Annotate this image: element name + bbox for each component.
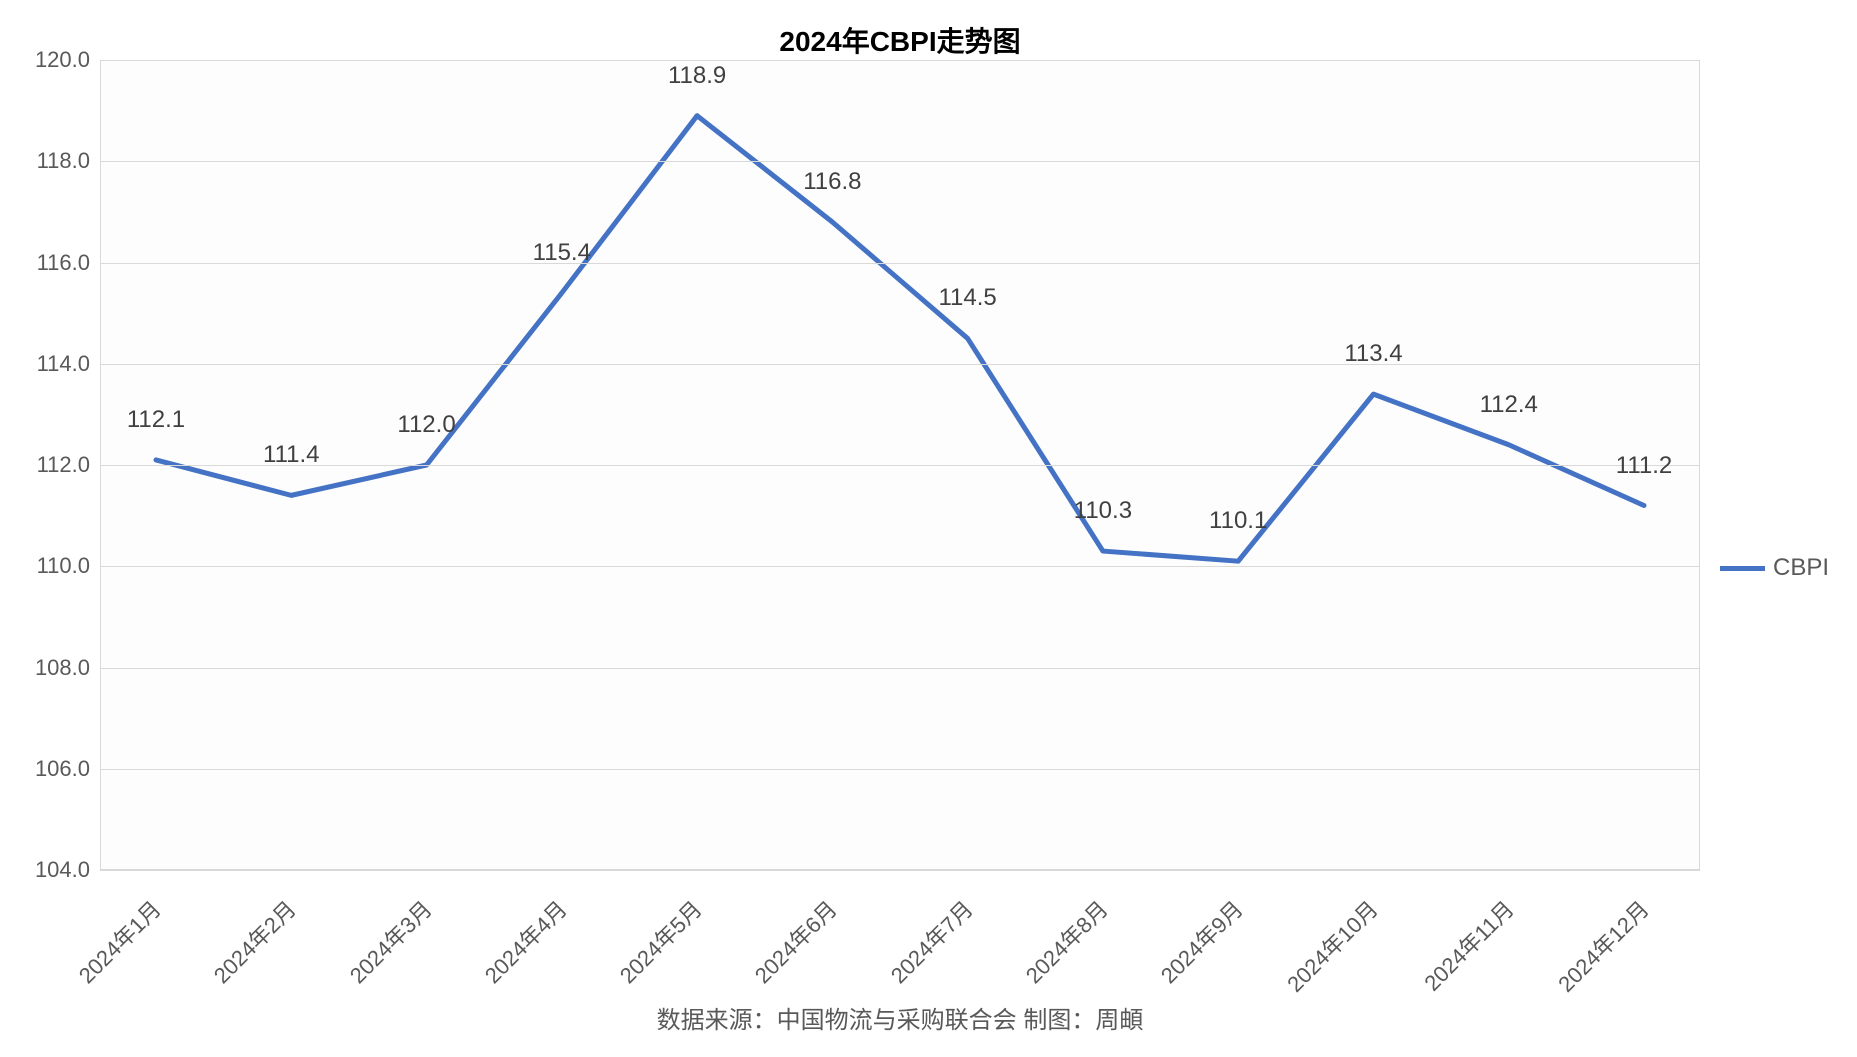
y-gridline (100, 364, 1700, 365)
data-point-label: 113.4 (1344, 340, 1402, 368)
y-tick-label: 110.0 (0, 553, 90, 579)
data-point-label: 118.9 (668, 62, 726, 90)
legend-label: CBPI (1773, 554, 1829, 582)
y-gridline (100, 263, 1700, 264)
y-tick-label: 114.0 (0, 351, 90, 377)
legend-swatch (1720, 566, 1765, 571)
data-point-label: 112.0 (397, 411, 455, 439)
y-gridline (100, 60, 1700, 61)
y-tick-label: 104.0 (0, 857, 90, 883)
data-point-label: 115.4 (533, 239, 591, 267)
data-point-label: 111.2 (1616, 452, 1673, 480)
y-tick-label: 120.0 (0, 47, 90, 73)
data-point-label: 112.1 (127, 406, 185, 434)
y-tick-label: 108.0 (0, 655, 90, 681)
data-point-label: 110.3 (1074, 497, 1132, 525)
y-tick-label: 112.0 (0, 452, 90, 478)
y-gridline (100, 465, 1700, 466)
y-gridline (100, 769, 1700, 770)
cbpi-line-chart: 2024年CBPI走势图 CBPI 数据来源：中国物流与采购联合会 制图：周頔 … (0, 0, 1857, 1057)
y-tick-label: 118.0 (0, 148, 90, 174)
y-gridline (100, 161, 1700, 162)
data-point-label: 111.4 (263, 441, 320, 469)
y-gridline (100, 566, 1700, 567)
cbpi-series-line (156, 116, 1644, 562)
legend: CBPI (1720, 554, 1829, 582)
y-gridline (100, 870, 1700, 871)
data-point-label: 114.5 (938, 284, 996, 312)
y-tick-label: 116.0 (0, 250, 90, 276)
data-point-label: 116.8 (803, 168, 861, 196)
data-point-label: 112.4 (1480, 391, 1538, 419)
data-point-label: 110.1 (1209, 507, 1267, 535)
y-tick-label: 106.0 (0, 756, 90, 782)
y-gridline (100, 668, 1700, 669)
